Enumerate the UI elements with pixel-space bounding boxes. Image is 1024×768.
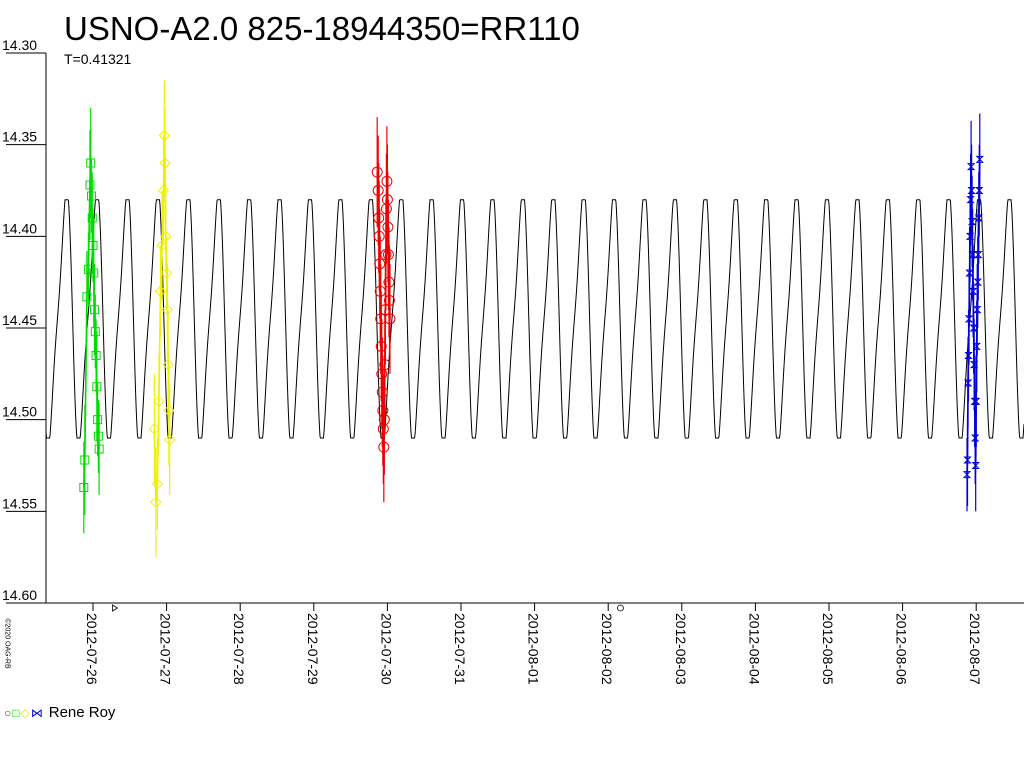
data-point: [148, 423, 161, 435]
y-tick-label: 14.30: [2, 37, 37, 53]
x-tick-label: 2012-07-29: [305, 613, 321, 685]
data-point: [86, 158, 96, 168]
data-point: [371, 166, 383, 178]
data-point: [157, 184, 170, 197]
data-point: [85, 180, 95, 190]
y-tick-label: 14.60: [2, 587, 37, 603]
data-point: [89, 268, 99, 278]
y-tick-label: 14.40: [2, 220, 37, 236]
series-circle: [371, 117, 396, 503]
data-point: [93, 415, 103, 425]
data-point: [94, 444, 104, 454]
data-point: [80, 455, 90, 465]
legend-label: Rene Roy: [48, 704, 116, 721]
x-tick-label: 2012-08-01: [526, 613, 542, 685]
y-tick-label: 14.45: [2, 312, 37, 328]
data-point: [88, 241, 98, 250]
data-point: [153, 395, 165, 408]
x-tick-label: 2012-08-04: [746, 613, 762, 685]
data-point: [154, 285, 167, 298]
copyright-text: ©2020 OAG-RB: [3, 618, 11, 669]
observation-series: [79, 80, 984, 558]
data-point: [160, 230, 172, 243]
data-point: [87, 213, 97, 223]
data-point: [162, 358, 174, 371]
x-tick-label: 2012-08-06: [894, 613, 910, 685]
data-point: [82, 292, 92, 302]
chart-title: USNO-A2.0 825-18944350=RR110: [64, 10, 580, 47]
x-tick-label: 2012-08-05: [820, 613, 836, 685]
legend-bowtie-icon: ⋈: [30, 705, 43, 720]
data-point: [159, 157, 171, 169]
legend-diamond-icon: ◇: [20, 705, 30, 720]
data-point: [90, 305, 100, 315]
series-square: [79, 108, 104, 534]
data-point: [151, 478, 164, 490]
axis-marker-circle: [617, 604, 624, 612]
x-tick-label: 2012-07-30: [378, 613, 394, 685]
data-point: [158, 129, 171, 142]
data-point: [93, 431, 103, 441]
series-bowtie: [962, 113, 984, 512]
data-point: [163, 434, 176, 446]
data-point: [90, 327, 100, 337]
data-point: [160, 267, 173, 279]
data-point: [963, 456, 972, 464]
y-tick-label: 14.35: [2, 129, 37, 145]
x-tick-label: 2012-08-07: [967, 613, 983, 685]
chart-subtitle: T=0.41321: [64, 51, 132, 67]
x-tick-label: 2012-07-31: [452, 613, 468, 685]
model-curve-line: [45, 199, 1024, 439]
data-point: [971, 397, 981, 405]
x-tick-label: 2012-08-03: [673, 613, 689, 685]
legend: ○ □ ◇ ⋈ Rene Roy: [4, 704, 115, 721]
data-point: [161, 303, 174, 316]
data-point: [971, 462, 980, 469]
data-point: [79, 483, 89, 492]
axes: 14.30 14.35 14.40 14.45 14.50 14.55 14.60 2012-…: [2, 37, 1024, 685]
x-tick-label: 2012-07-27: [158, 613, 174, 685]
data-point: [384, 313, 396, 325]
axis-marker-triangle: [112, 604, 119, 612]
x-tick-label: 2012-07-28: [231, 613, 247, 685]
legend-square-icon: □: [12, 705, 20, 720]
y-tick-label: 14.55: [2, 495, 37, 511]
model-curve: [45, 199, 1024, 439]
data-point: [975, 155, 984, 163]
legend-circle-icon: ○: [4, 705, 12, 720]
y-tick-label: 14.50: [2, 404, 37, 420]
data-point: [150, 496, 162, 508]
series-diamond: [148, 80, 176, 558]
data-point: [92, 382, 102, 392]
data-point: [163, 404, 175, 417]
data-point: [86, 191, 96, 201]
x-tick-label: 2012-07-26: [84, 613, 100, 685]
x-tick-label: 2012-08-02: [599, 613, 615, 685]
data-point: [91, 351, 101, 360]
